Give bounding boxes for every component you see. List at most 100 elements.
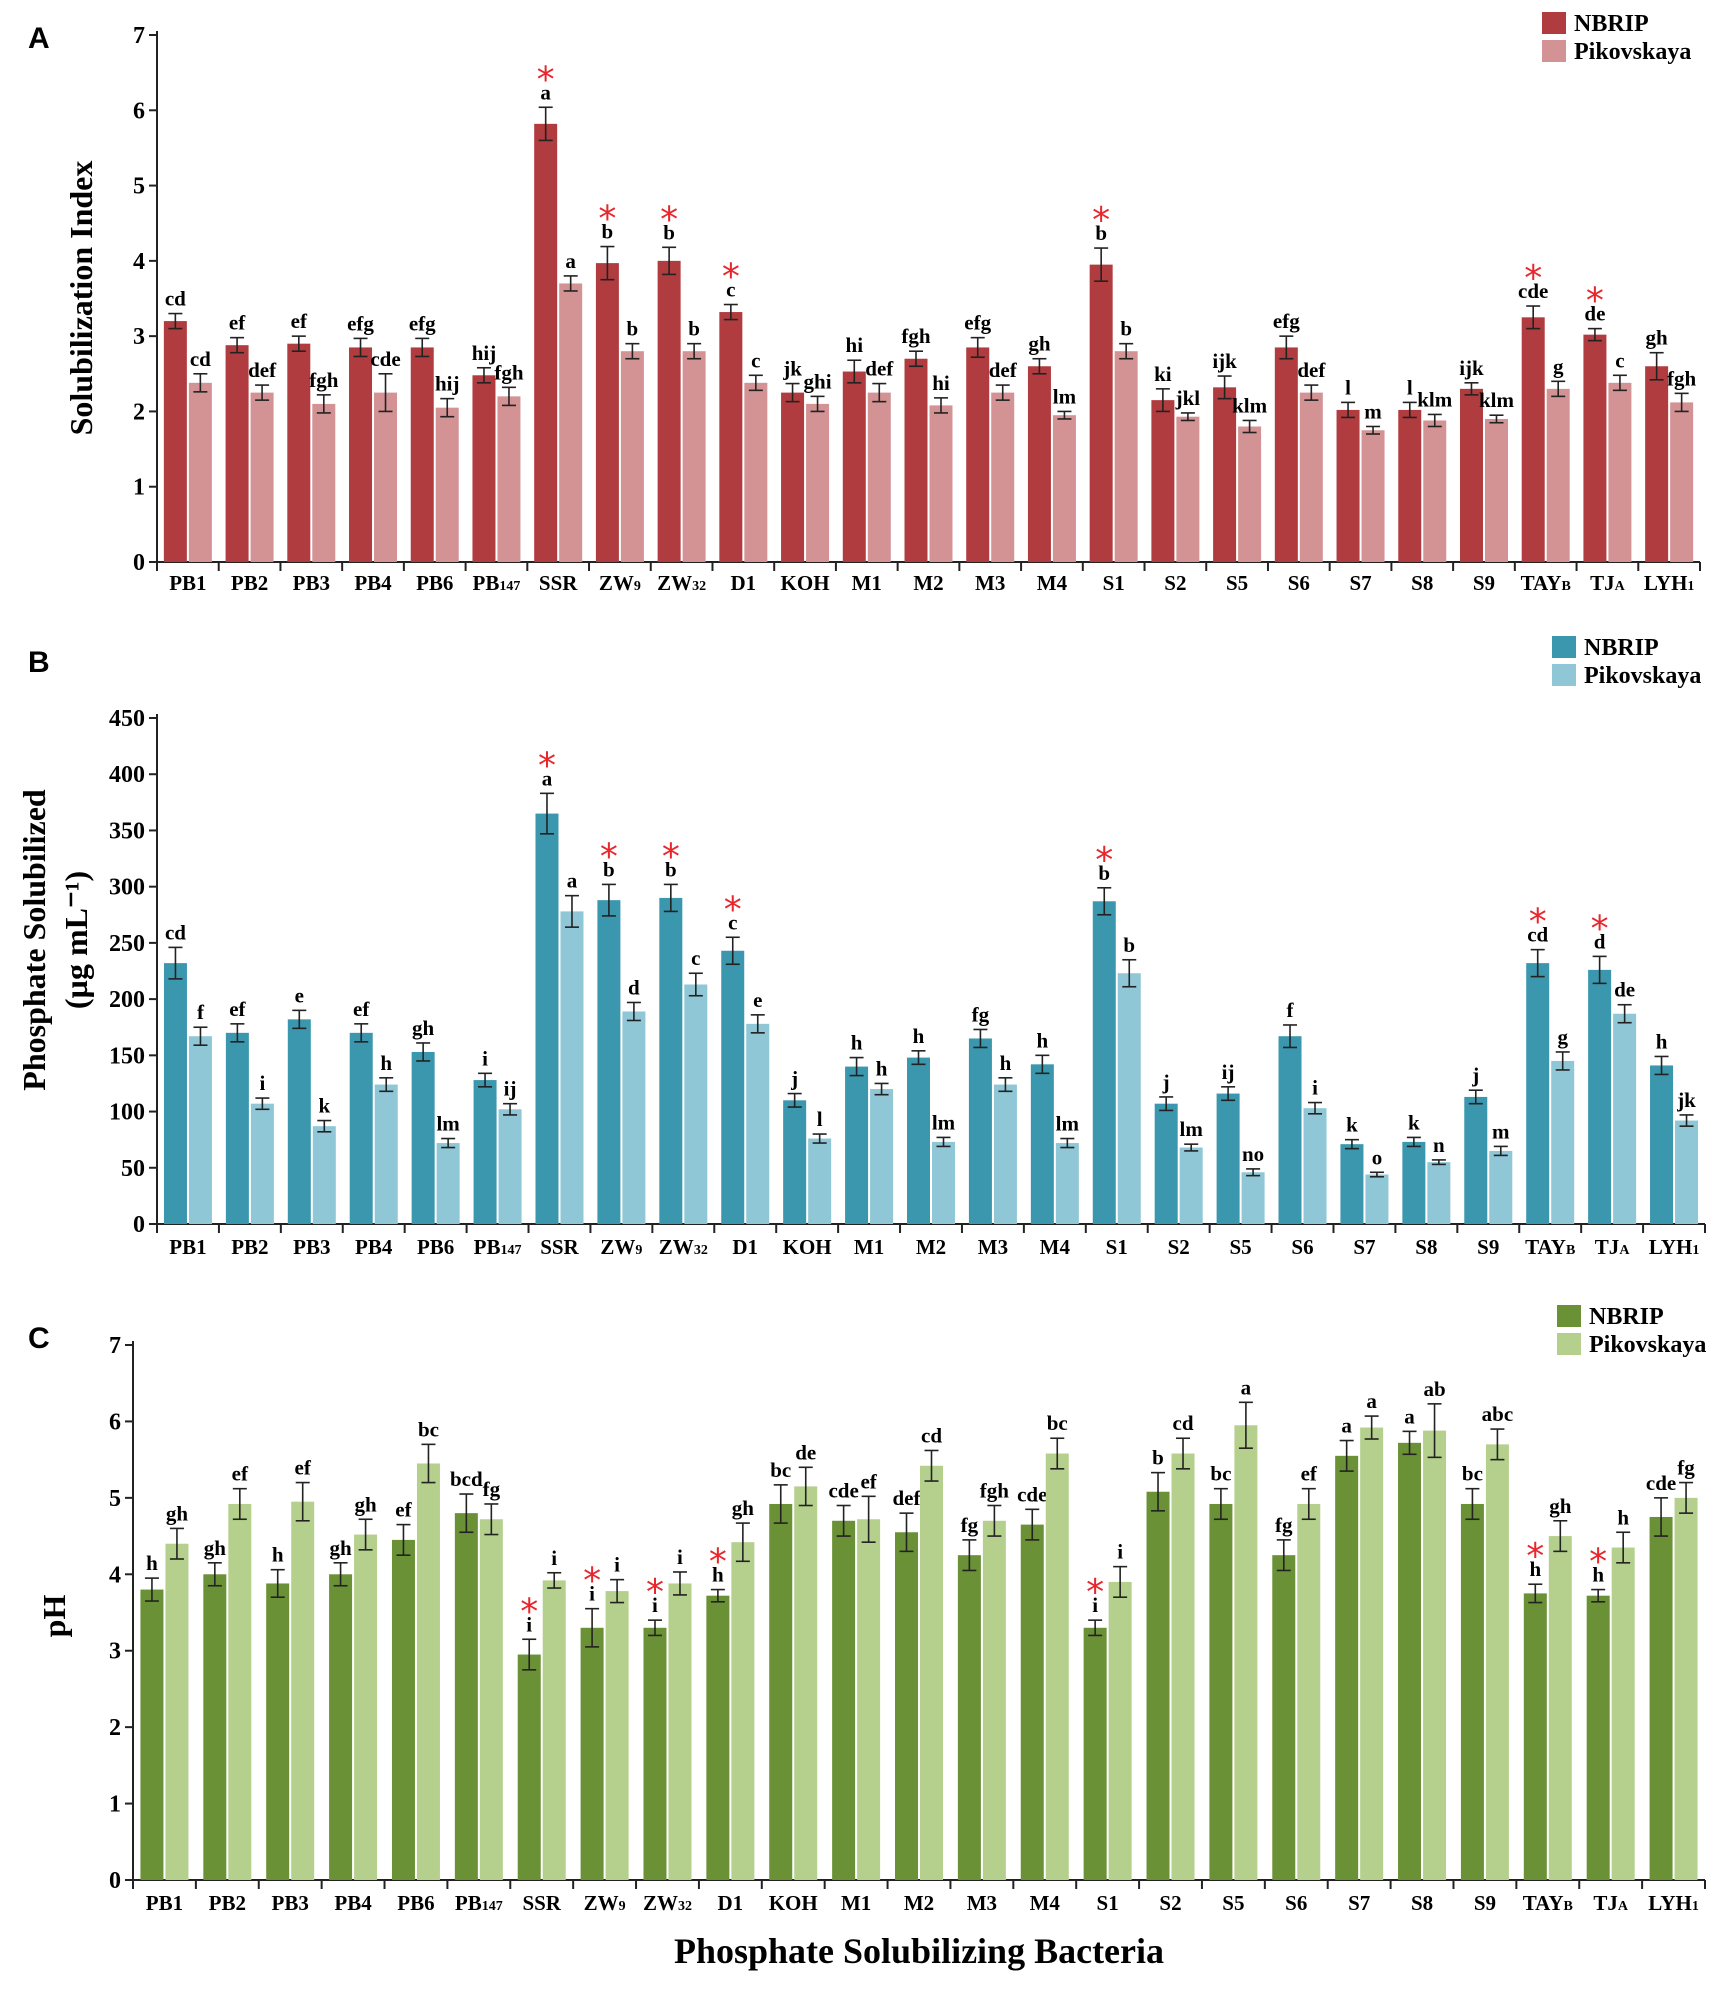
bar-nbrip-m1	[845, 1066, 869, 1224]
significance-label: ef	[353, 997, 370, 1021]
significance-label: fg	[961, 1513, 979, 1537]
significance-label: i	[526, 1612, 532, 1636]
y-tick-label: 1	[133, 475, 145, 501]
significance-label: k	[1408, 1110, 1420, 1134]
bar-nbrip-s5	[1216, 1093, 1240, 1224]
x-tick-label: KOH	[769, 1891, 818, 1915]
bar-nbrip-m3	[968, 1038, 992, 1224]
significance-label: ij	[1222, 1060, 1235, 1084]
bar-nbrip-s7	[1335, 1455, 1359, 1880]
bar-nbrip-pb1	[163, 963, 187, 1224]
significance-label: m	[1492, 1119, 1510, 1143]
significance-label: a	[542, 766, 553, 790]
x-tick-label: S5	[1222, 1891, 1244, 1915]
significance-label: cd	[1527, 923, 1548, 947]
x-tick-label: LYH1	[1644, 571, 1695, 595]
legend-label: NBRIP	[1589, 1304, 1664, 1330]
significance-label: fg	[1677, 1456, 1695, 1480]
x-tick-label: PB147	[455, 1891, 503, 1915]
bar-pikovskaya-tayb	[1551, 1060, 1575, 1224]
significance-star: *	[600, 836, 618, 877]
bar-pikovskaya-tja	[1608, 382, 1632, 562]
y-tick-label: 0	[109, 1868, 121, 1894]
bar-nbrip-koh	[769, 1503, 793, 1880]
x-tick-label: M3	[975, 571, 1005, 595]
x-tick-label: M3	[978, 1235, 1008, 1259]
x-tick-label: ZW9	[584, 1891, 626, 1915]
significance-label: h	[1592, 1563, 1604, 1587]
significance-label: a	[540, 80, 551, 104]
significance-label: gh	[1646, 326, 1669, 350]
legend-swatch	[1557, 1305, 1581, 1327]
x-tick-label: LYH1	[1649, 1235, 1700, 1259]
x-tick-label: S1	[1097, 1891, 1119, 1915]
bar-pikovskaya-s6	[1303, 1108, 1327, 1224]
bar-nbrip-zw9	[580, 1627, 604, 1880]
x-tick-label: M1	[841, 1891, 871, 1915]
significance-star: *	[1092, 200, 1110, 241]
x-tick-label: PB1	[169, 571, 206, 595]
bar-pikovskaya-m2	[920, 1465, 943, 1880]
bar-pikovskaya-pb147	[479, 1519, 503, 1880]
x-tick-label: ZW9	[599, 571, 641, 595]
y-tick-label: 3	[133, 324, 145, 350]
bar-nbrip-s9	[1460, 1503, 1484, 1880]
x-tick-label: S9	[1477, 1235, 1499, 1259]
y-tick-label: 450	[109, 706, 145, 732]
bar-pikovskaya-m3	[991, 392, 1015, 562]
significance-label: a	[565, 249, 576, 273]
x-tick-label: S2	[1168, 1235, 1190, 1259]
x-tick-label: M1	[854, 1235, 884, 1259]
x-tick-label: S9	[1474, 1891, 1496, 1915]
bar-nbrip-m3	[957, 1555, 981, 1880]
significance-label: a	[567, 869, 578, 893]
bar-pikovskaya-lyh1	[1675, 1120, 1699, 1224]
legend-label: Pikovskaya	[1589, 1332, 1706, 1358]
x-tick-label: PB147	[474, 1235, 522, 1259]
x-tick-label: ZW32	[643, 1891, 692, 1915]
bar-pikovskaya-m4	[1052, 415, 1076, 562]
significance-label: lm	[1053, 384, 1077, 408]
bar-nbrip-zw9	[597, 900, 621, 1224]
significance-label: de	[795, 1440, 816, 1464]
significance-label: i	[551, 1546, 557, 1570]
bar-nbrip-s1	[1092, 901, 1116, 1224]
significance-label: cde	[1017, 1482, 1047, 1506]
bar-pikovskaya-pb2	[250, 1103, 274, 1224]
bar-nbrip-s6	[1274, 347, 1298, 562]
significance-label: cde	[828, 1479, 858, 1503]
bar-pikovskaya-pb6	[436, 1143, 460, 1224]
significance-label: cd	[190, 347, 211, 371]
bar-nbrip-s8	[1398, 1442, 1422, 1880]
legend-label: NBRIP	[1574, 11, 1649, 37]
significance-label: i	[677, 1545, 683, 1569]
y-axis-unit: (µg mL⁻¹)	[58, 871, 94, 1009]
significance-label: h	[272, 1543, 284, 1567]
bar-nbrip-d1	[719, 312, 743, 562]
y-tick-label: 1	[109, 1792, 121, 1818]
x-tick-label: M4	[1040, 1235, 1071, 1259]
bar-nbrip-pb6	[410, 347, 434, 562]
bar-pikovskaya-pb1	[165, 1543, 189, 1880]
x-tick-label: TJA	[1593, 1891, 1629, 1915]
significance-label: ki	[1154, 362, 1172, 386]
bar-pikovskaya-d1	[744, 382, 768, 562]
y-tick-label: 2	[109, 1715, 121, 1741]
significance-label: abc	[1482, 1402, 1514, 1426]
significance-star: *	[1095, 840, 1113, 881]
bar-nbrip-s7	[1336, 409, 1360, 562]
significance-label: hi	[846, 333, 864, 357]
significance-label: bc	[770, 1458, 791, 1482]
x-tick-label: S2	[1159, 1891, 1181, 1915]
x-tick-label: S7	[1348, 1891, 1370, 1915]
significance-label: a	[1366, 1389, 1377, 1413]
bar-nbrip-pb4	[349, 347, 373, 562]
significance-label: h	[380, 1051, 392, 1075]
significance-label: b	[1152, 1446, 1164, 1470]
bar-nbrip-pb3	[287, 343, 311, 562]
bar-nbrip-tayb	[1526, 963, 1550, 1224]
x-tick-label: PB2	[231, 571, 268, 595]
x-tick-label: S1	[1106, 1235, 1128, 1259]
significance-label: no	[1242, 1142, 1264, 1166]
significance-label: fgh	[494, 360, 523, 384]
